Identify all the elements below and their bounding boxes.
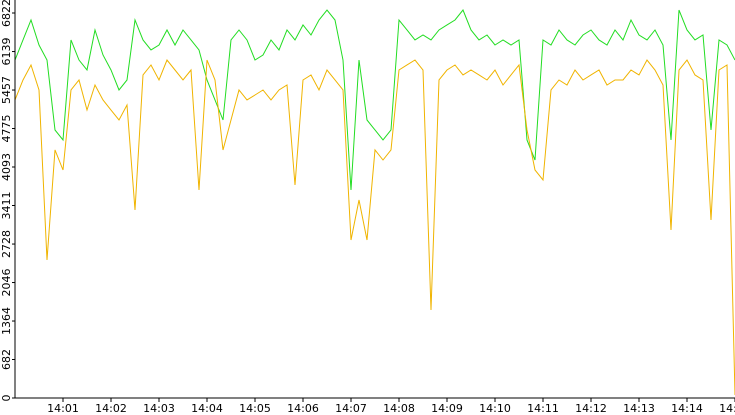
x-tick-label: 14:04 — [191, 402, 223, 415]
y-tick-label: 5457 — [0, 76, 13, 104]
y-tick-label: 1364 — [0, 307, 13, 335]
y-tick-label: 6822 — [0, 0, 13, 27]
y-tick-label: 4093 — [0, 153, 13, 181]
x-tick-label: 14:10 — [479, 402, 511, 415]
series-line — [14, 59, 735, 396]
y-tick-label: 2046 — [0, 269, 13, 297]
series-line — [14, 9, 735, 191]
y-tick-label: 6139 — [0, 38, 13, 66]
x-tick-label: 14:06 — [287, 402, 319, 415]
x-tick-label: 14:03 — [143, 402, 175, 415]
x-tick-label: 14:09 — [431, 402, 463, 415]
x-tick-label: 14:13 — [623, 402, 655, 415]
y-tick-label: 0 — [0, 395, 13, 402]
y-tick-label: 3411 — [0, 192, 13, 220]
x-tick-label: 14:05 — [239, 402, 271, 415]
x-tick-label: 14:07 — [335, 402, 367, 415]
x-tick-label: 14:01 — [47, 402, 79, 415]
x-tick-label: 14:12 — [575, 402, 607, 415]
x-tick-label: 14:15 — [719, 402, 735, 415]
y-tick-label: 2728 — [0, 230, 13, 258]
y-tick-label: 4775 — [0, 115, 13, 143]
x-tick-label: 14:11 — [527, 402, 559, 415]
x-tick-label: 14:02 — [95, 402, 127, 415]
x-tick-label: 14:08 — [383, 402, 415, 415]
y-tick-label: 682 — [0, 349, 13, 370]
x-tick-label: 14:14 — [671, 402, 703, 415]
